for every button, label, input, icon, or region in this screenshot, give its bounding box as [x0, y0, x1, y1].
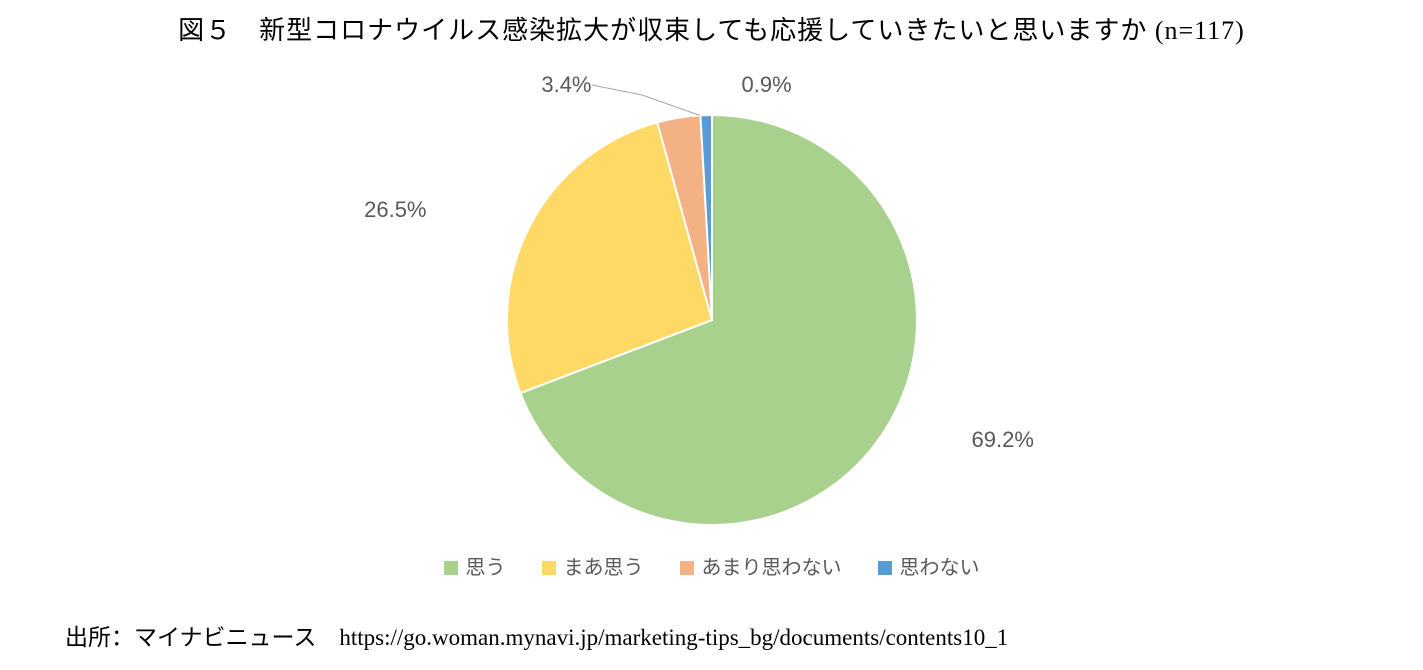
- leader-line: [592, 85, 700, 115]
- legend-item: あまり思わない: [680, 551, 842, 580]
- chart-title: 図５ 新型コロナウイルス感染拡大が収束しても応援していきたいと思いますか (n=…: [0, 10, 1423, 47]
- legend: 思う まあ思う あまり思わない 思わない: [0, 551, 1423, 580]
- pie-data-label: 69.2%: [972, 427, 1034, 453]
- legend-swatch: [542, 561, 556, 575]
- legend-label: 思う: [466, 557, 506, 579]
- pie-data-label: 3.4%: [541, 72, 591, 98]
- source-label: 出所：マイナビニュース: [65, 625, 339, 650]
- pie-data-label: 26.5%: [364, 197, 426, 223]
- legend-swatch: [680, 561, 694, 575]
- source-url: https://go.woman.mynavi.jp/marketing-tip…: [339, 625, 1008, 650]
- legend-swatch: [444, 561, 458, 575]
- pie-wrap: 69.2%26.5%3.4%0.9%: [507, 115, 917, 525]
- legend-label: 思わない: [900, 557, 980, 579]
- legend-item: 思う: [444, 551, 506, 580]
- legend-label: まあ思う: [564, 557, 644, 579]
- legend-swatch: [878, 561, 892, 575]
- legend-item: まあ思う: [542, 551, 644, 580]
- leader-lines: [507, 115, 917, 525]
- legend-item: 思わない: [878, 551, 980, 580]
- legend-label: あまり思わない: [702, 557, 842, 579]
- chart-area: 69.2%26.5%3.4%0.9% 思うまあ思うあまり思わない思わない: [0, 60, 1423, 580]
- source-line: 出所：マイナビニュース https://go.woman.mynavi.jp/m…: [65, 618, 1008, 652]
- pie-data-label: 0.9%: [742, 72, 792, 98]
